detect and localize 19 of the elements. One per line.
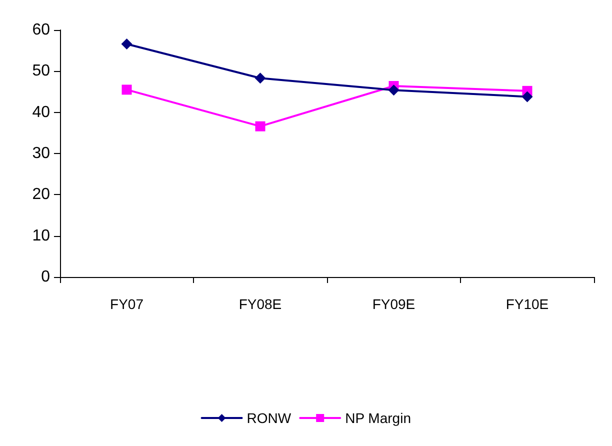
x-tick-label: FY10E (506, 296, 549, 312)
y-tick-label: 20 (32, 186, 50, 204)
y-tick-label: 60 (32, 22, 50, 38)
y-tick-label: 50 (32, 62, 50, 80)
point (121, 38, 132, 50)
point (522, 91, 533, 102)
x-tick-label: FY08E (238, 296, 282, 312)
legend-label: RONW (246, 410, 292, 426)
y-tick-label: 10 (32, 227, 50, 244)
x-tick-label: FY09E (372, 296, 416, 312)
x-tick-label: FY07 (110, 296, 144, 312)
point (255, 121, 266, 132)
point (254, 72, 266, 84)
point (122, 84, 132, 95)
point (388, 84, 400, 96)
y-tick-label: 40 (32, 104, 50, 121)
y-tick-label: 30 (32, 145, 50, 162)
y-tick-label: 0 (41, 268, 50, 286)
legend-label: NP Margin (345, 410, 411, 426)
